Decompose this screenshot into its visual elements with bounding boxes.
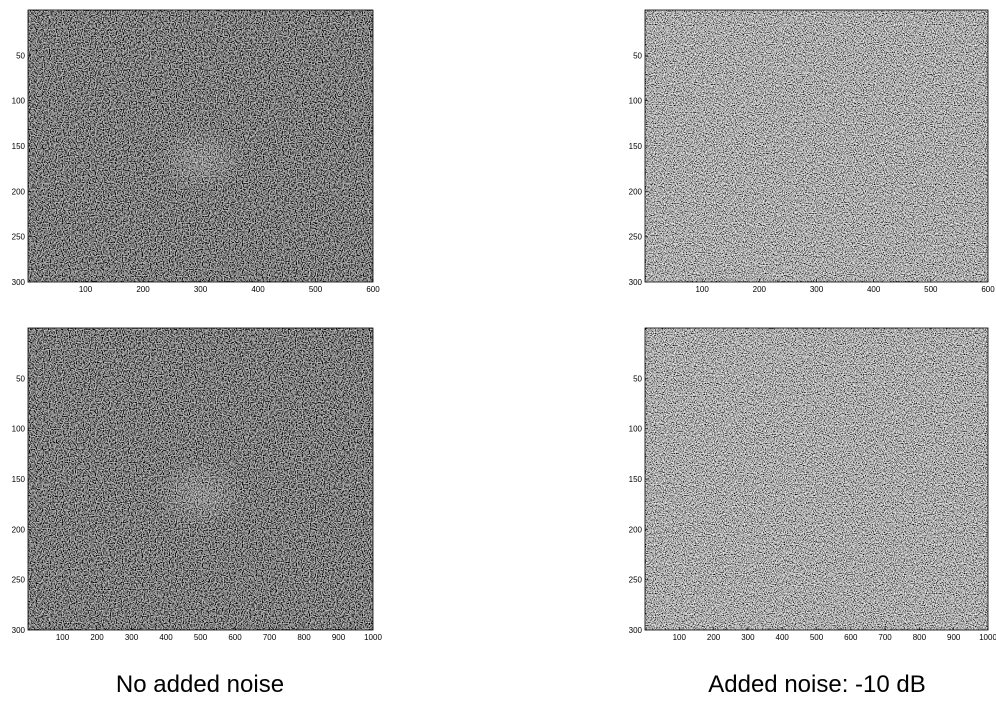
y-tick-label: 250 — [12, 233, 26, 242]
x-tick-label: 300 — [125, 633, 139, 642]
image-highlight — [156, 458, 246, 530]
y-tick-label: 300 — [12, 626, 26, 635]
y-tick-label: 50 — [16, 374, 25, 383]
x-tick-label: 400 — [867, 285, 881, 294]
y-tick-label: 250 — [629, 233, 643, 242]
y-tick-label: 200 — [629, 525, 643, 534]
y-tick-label: 250 — [629, 576, 643, 585]
y-tick-label: 150 — [629, 142, 643, 151]
x-tick-label: 600 — [844, 633, 858, 642]
y-tick-label: 250 — [12, 576, 26, 585]
x-tick-label: 200 — [707, 633, 721, 642]
x-tick-label: 800 — [913, 633, 927, 642]
x-tick-label: 500 — [309, 285, 323, 294]
x-tick-label: 800 — [297, 633, 311, 642]
figure: No added noise Added noise: -10 dB 100 20… — [0, 0, 996, 711]
y-tick-label: 100 — [12, 425, 26, 434]
y-tick-label: 200 — [629, 187, 643, 196]
caption: No added noise — [116, 671, 284, 698]
y-tick-label: 150 — [12, 142, 26, 151]
x-tick-label: 200 — [90, 633, 104, 642]
image — [645, 10, 988, 282]
x-tick-label: 900 — [947, 633, 961, 642]
y-tick-label: 300 — [629, 278, 643, 287]
y-tick-label: 100 — [629, 97, 643, 106]
y-tick-label: 200 — [12, 525, 26, 534]
x-tick-label: 500 — [924, 285, 938, 294]
x-tick-label: 600 — [366, 285, 380, 294]
y-tick-label: 50 — [633, 51, 642, 60]
y-tick-label: 200 — [12, 187, 26, 196]
x-tick-label: 400 — [159, 633, 173, 642]
x-tick-label: 1000 — [364, 633, 382, 642]
x-tick-label: 100 — [56, 633, 70, 642]
x-tick-label: 700 — [878, 633, 892, 642]
x-tick-label: 500 — [194, 633, 208, 642]
image — [645, 328, 988, 630]
x-tick-label: 300 — [194, 285, 208, 294]
x-tick-label: 600 — [981, 285, 995, 294]
y-tick-label: 150 — [629, 475, 643, 484]
x-tick-label: 600 — [228, 633, 242, 642]
x-tick-label: 200 — [753, 285, 767, 294]
x-tick-label: 100 — [673, 633, 687, 642]
y-tick-label: 300 — [12, 278, 26, 287]
x-tick-label: 100 — [79, 285, 93, 294]
x-tick-label: 1000 — [979, 633, 996, 642]
y-tick-label: 50 — [16, 51, 25, 60]
y-tick-label: 150 — [12, 475, 26, 484]
x-tick-label: 300 — [810, 285, 824, 294]
image-highlight — [156, 127, 246, 192]
y-tick-label: 100 — [629, 425, 643, 434]
y-tick-label: 50 — [633, 374, 642, 383]
x-tick-label: 400 — [251, 285, 265, 294]
y-tick-label: 300 — [629, 626, 643, 635]
x-tick-label: 900 — [332, 633, 346, 642]
x-tick-label: 300 — [741, 633, 755, 642]
x-tick-label: 100 — [695, 285, 709, 294]
x-tick-label: 500 — [810, 633, 824, 642]
x-tick-label: 400 — [776, 633, 790, 642]
x-tick-label: 700 — [263, 633, 277, 642]
y-tick-label: 100 — [12, 97, 26, 106]
caption: Added noise: -10 dB — [708, 671, 926, 698]
x-tick-label: 200 — [136, 285, 150, 294]
